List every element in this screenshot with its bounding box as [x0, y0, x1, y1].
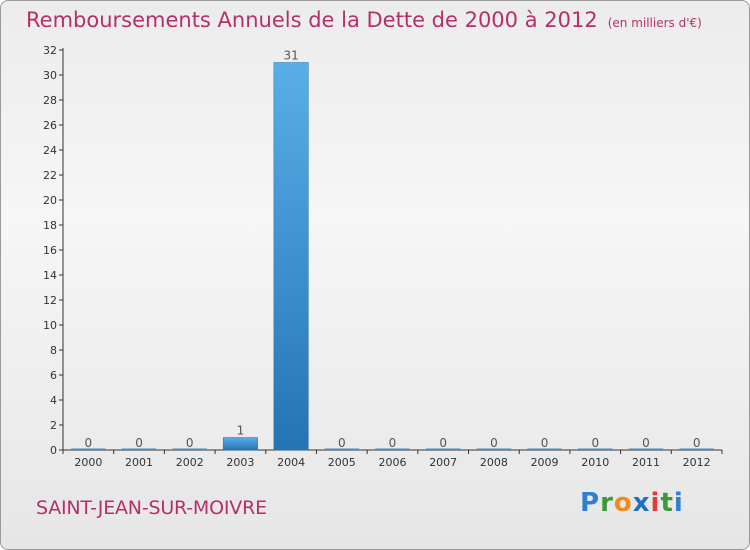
x-tick-label: 2009 — [531, 456, 559, 469]
chart-title-text: Remboursements Annuels de la Dette de 20… — [26, 8, 598, 32]
y-tick-label: 20 — [43, 194, 57, 207]
chart-title: Remboursements Annuels de la Dette de 20… — [26, 8, 702, 32]
y-tick-label: 14 — [43, 269, 57, 282]
data-label: 0 — [338, 436, 346, 450]
logo-letter: P — [580, 488, 601, 518]
data-label: 0 — [693, 436, 701, 450]
y-tick-label: 18 — [43, 219, 57, 232]
y-tick-label: 6 — [50, 369, 57, 382]
y-tick-label: 24 — [43, 144, 57, 157]
y-tick-label: 16 — [43, 244, 57, 257]
logo-letter: r — [600, 488, 614, 518]
data-label: 0 — [439, 436, 447, 450]
y-tick-label: 8 — [50, 344, 57, 357]
data-label: 0 — [186, 436, 194, 450]
x-tick-label: 2006 — [379, 456, 407, 469]
x-tick-label: 2012 — [683, 456, 711, 469]
y-tick-label: 28 — [43, 94, 57, 107]
bar — [527, 448, 562, 450]
bar — [476, 448, 512, 450]
data-label: 0 — [389, 436, 397, 450]
bar — [273, 62, 309, 451]
bar — [121, 448, 157, 450]
x-tick-label: 2008 — [480, 456, 508, 469]
data-label: 0 — [135, 436, 143, 450]
data-label: 0 — [85, 436, 93, 450]
y-tick-label: 0 — [50, 444, 57, 457]
data-label: 31 — [283, 49, 298, 63]
town-name: SAINT-JEAN-SUR-MOIVRE — [36, 497, 267, 519]
data-label: 0 — [541, 436, 549, 450]
logo-letter: i — [673, 488, 684, 518]
logo-letter: x — [632, 488, 651, 518]
bar — [628, 448, 664, 450]
bar — [425, 448, 461, 450]
y-tick-label: 2 — [50, 419, 57, 432]
y-tick-label: 32 — [43, 44, 57, 57]
y-tick-label: 26 — [43, 119, 57, 132]
y-tick-label: 4 — [50, 394, 57, 407]
bar — [222, 437, 258, 451]
proxiti-logo: Proxiti — [580, 488, 684, 518]
x-tick-label: 2005 — [328, 456, 356, 469]
x-tick-label: 2007 — [429, 456, 457, 469]
x-tick-label: 2002 — [176, 456, 204, 469]
x-tick-label: 2000 — [74, 456, 102, 469]
data-label: 0 — [642, 436, 650, 450]
bar — [679, 448, 714, 450]
x-tick-label: 2001 — [125, 456, 153, 469]
y-tick-label: 12 — [43, 294, 57, 307]
data-label: 0 — [591, 436, 599, 450]
chart-subtitle: (en milliers d'€) — [607, 16, 702, 30]
logo-letter: t — [660, 488, 674, 518]
bar — [71, 448, 106, 450]
x-tick-label: 2004 — [277, 456, 305, 469]
bar — [578, 448, 613, 450]
bar — [375, 448, 410, 450]
y-tick-label: 10 — [43, 319, 57, 332]
x-tick-label: 2010 — [581, 456, 609, 469]
y-tick-label: 22 — [43, 169, 57, 182]
logo-letter: o — [613, 488, 633, 518]
data-label: 0 — [490, 436, 498, 450]
data-label: 1 — [237, 424, 245, 438]
bar — [172, 448, 207, 450]
y-tick-label: 30 — [43, 69, 57, 82]
bar — [324, 448, 360, 450]
logo-letter: i — [650, 488, 661, 518]
x-tick-label: 2011 — [632, 456, 660, 469]
x-tick-label: 2003 — [226, 456, 254, 469]
